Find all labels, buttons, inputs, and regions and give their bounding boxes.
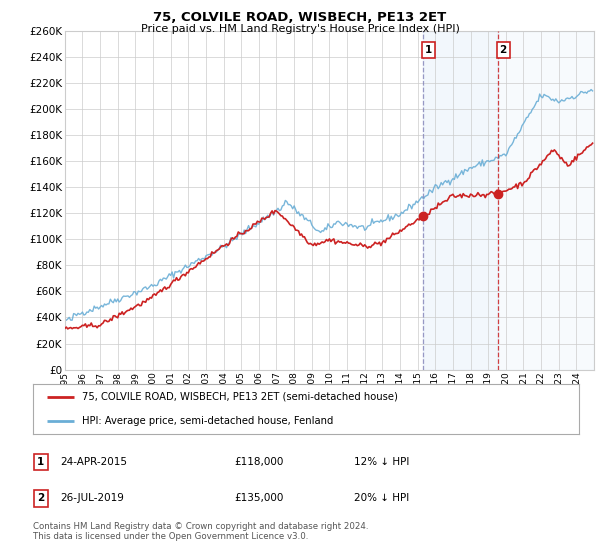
Text: £118,000: £118,000: [234, 457, 283, 467]
Text: 1: 1: [425, 45, 432, 55]
Text: HPI: Average price, semi-detached house, Fenland: HPI: Average price, semi-detached house,…: [82, 417, 334, 426]
Bar: [423, 31, 498, 370]
Text: 20% ↓ HPI: 20% ↓ HPI: [354, 493, 409, 503]
Text: 75, COLVILE ROAD, WISBECH, PE13 2ET: 75, COLVILE ROAD, WISBECH, PE13 2ET: [154, 11, 446, 24]
Text: Contains HM Land Registry data © Crown copyright and database right 2024.
This d: Contains HM Land Registry data © Crown c…: [33, 522, 368, 542]
Text: 2: 2: [37, 493, 44, 503]
Text: Price paid vs. HM Land Registry's House Price Index (HPI): Price paid vs. HM Land Registry's House …: [140, 24, 460, 34]
Text: 26-JUL-2019: 26-JUL-2019: [60, 493, 124, 503]
Text: 2: 2: [500, 45, 507, 55]
Text: 12% ↓ HPI: 12% ↓ HPI: [354, 457, 409, 467]
Bar: [498, 31, 594, 370]
Text: £135,000: £135,000: [234, 493, 283, 503]
Text: 75, COLVILE ROAD, WISBECH, PE13 2ET (semi-detached house): 75, COLVILE ROAD, WISBECH, PE13 2ET (sem…: [82, 391, 398, 402]
Text: 24-APR-2015: 24-APR-2015: [60, 457, 127, 467]
Text: 1: 1: [37, 457, 44, 467]
